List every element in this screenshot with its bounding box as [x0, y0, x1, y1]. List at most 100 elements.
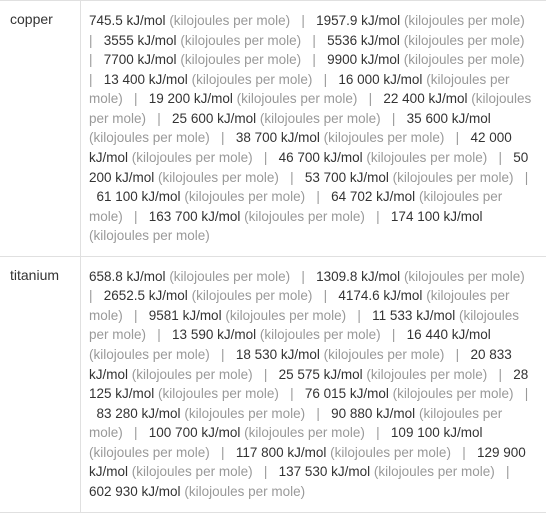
value-unit: (kilojoules per mole) [225, 308, 346, 323]
value-item: 745.5 kJ/mol (kilojoules per mole) [89, 13, 290, 28]
value-item: 13 590 kJ/mol (kilojoules per mole) [172, 327, 381, 342]
value-number: 745.5 kJ/mol [89, 13, 166, 28]
value-number: 76 015 kJ/mol [305, 386, 389, 401]
value-number: 109 100 kJ/mol [391, 425, 483, 440]
separator: | [210, 445, 236, 460]
value-number: 2652.5 kJ/mol [104, 288, 188, 303]
value-item: 19 200 kJ/mol (kilojoules per mole) [149, 91, 358, 106]
value-item: 1957.9 kJ/mol (kilojoules per mole) [316, 13, 525, 28]
value-number: 174 100 kJ/mol [391, 209, 483, 224]
separator: | [444, 130, 470, 145]
table-row: copper745.5 kJ/mol (kilojoules per mole)… [0, 0, 546, 257]
value-unit: (kilojoules per mole) [192, 288, 313, 303]
value-unit: (kilojoules per mole) [180, 52, 301, 67]
value-unit: (kilojoules per mole) [132, 367, 253, 382]
value-number: 13 400 kJ/mol [104, 72, 188, 87]
value-item: 117 800 kJ/mol (kilojoules per mole) [236, 445, 451, 460]
value-item: 2652.5 kJ/mol (kilojoules per mole) [104, 288, 313, 303]
value-unit: (kilojoules per mole) [366, 367, 487, 382]
value-number: 25 600 kJ/mol [172, 111, 256, 126]
value-unit: (kilojoules per mole) [89, 228, 210, 243]
separator: | [305, 406, 331, 421]
value-unit: (kilojoules per mole) [184, 406, 305, 421]
separator: | [301, 52, 327, 67]
separator: | [123, 425, 149, 440]
value-number: 13 590 kJ/mol [172, 327, 256, 342]
value-item: 3555 kJ/mol (kilojoules per mole) [104, 33, 301, 48]
separator: | [495, 464, 517, 479]
value-unit: (kilojoules per mole) [158, 386, 279, 401]
separator: | [146, 111, 172, 126]
value-number: 46 700 kJ/mol [279, 150, 363, 165]
value-item: 9581 kJ/mol (kilojoules per mole) [149, 308, 346, 323]
value-unit: (kilojoules per mole) [404, 269, 525, 284]
value-number: 658.8 kJ/mol [89, 269, 166, 284]
separator: | [305, 189, 331, 204]
value-item: 53 700 kJ/mol (kilojoules per mole) [305, 170, 514, 185]
value-item: 18 530 kJ/mol (kilojoules per mole) [236, 347, 445, 362]
separator: | [444, 347, 470, 362]
value-item: 5536 kJ/mol (kilojoules per mole) [327, 33, 524, 48]
value-unit: (kilojoules per mole) [324, 347, 445, 362]
value-unit: (kilojoules per mole) [89, 347, 210, 362]
value-item: 13 400 kJ/mol (kilojoules per mole) [104, 72, 313, 87]
value-item: 100 700 kJ/mol (kilojoules per mole) [149, 425, 365, 440]
value-unit: (kilojoules per mole) [324, 130, 445, 145]
separator: | [123, 91, 149, 106]
value-number: 5536 kJ/mol [327, 33, 400, 48]
value-unit: (kilojoules per mole) [89, 130, 210, 145]
value-item: 658.8 kJ/mol (kilojoules per mole) [89, 269, 290, 284]
value-number: 137 530 kJ/mol [279, 464, 371, 479]
value-item: 25 575 kJ/mol (kilojoules per mole) [279, 367, 488, 382]
value-number: 19 200 kJ/mol [149, 91, 233, 106]
value-unit: (kilojoules per mole) [260, 327, 381, 342]
separator: | [312, 72, 338, 87]
value-item: 38 700 kJ/mol (kilojoules per mole) [236, 130, 445, 145]
element-label: titanium [0, 257, 80, 512]
separator: | [381, 111, 407, 126]
separator: | [210, 130, 236, 145]
value-unit: (kilojoules per mole) [330, 445, 451, 460]
value-number: 163 700 kJ/mol [149, 209, 241, 224]
value-item: 137 530 kJ/mol (kilojoules per mole) [279, 464, 495, 479]
value-number: 9900 kJ/mol [327, 52, 400, 67]
separator: | [253, 464, 279, 479]
separator: | [451, 445, 477, 460]
value-unit: (kilojoules per mole) [184, 189, 305, 204]
values-cell: 745.5 kJ/mol (kilojoules per mole) | 195… [80, 1, 546, 256]
value-unit: (kilojoules per mole) [180, 33, 301, 48]
value-number: 1309.8 kJ/mol [316, 269, 400, 284]
separator: | [279, 170, 305, 185]
value-number: 18 530 kJ/mol [236, 347, 320, 362]
value-number: 3555 kJ/mol [104, 33, 177, 48]
value-number: 22 400 kJ/mol [383, 91, 467, 106]
value-number: 61 100 kJ/mol [97, 189, 181, 204]
value-unit: (kilojoules per mole) [169, 13, 290, 28]
value-number: 117 800 kJ/mol [236, 445, 327, 460]
table-row: titanium658.8 kJ/mol (kilojoules per mol… [0, 257, 546, 513]
value-item: 61 100 kJ/mol (kilojoules per mole) [97, 189, 306, 204]
value-number: 4174.6 kJ/mol [338, 288, 422, 303]
separator: | [312, 288, 338, 303]
separator: | [487, 367, 513, 382]
value-unit: (kilojoules per mole) [184, 484, 305, 499]
value-number: 53 700 kJ/mol [305, 170, 389, 185]
separator: | [487, 150, 513, 165]
value-unit: (kilojoules per mole) [374, 464, 495, 479]
value-number: 602 930 kJ/mol [89, 484, 181, 499]
value-unit: (kilojoules per mole) [244, 425, 365, 440]
value-unit: (kilojoules per mole) [237, 91, 358, 106]
value-unit: (kilojoules per mole) [158, 170, 279, 185]
separator: | [279, 386, 305, 401]
values-cell: 658.8 kJ/mol (kilojoules per mole) | 130… [80, 257, 546, 512]
value-unit: (kilojoules per mole) [404, 33, 525, 48]
value-item: 83 280 kJ/mol (kilojoules per mole) [97, 406, 306, 421]
value-number: 16 000 kJ/mol [338, 72, 422, 87]
separator: | [290, 269, 316, 284]
value-number: 9581 kJ/mol [149, 308, 222, 323]
separator: | [357, 91, 383, 106]
value-number: 11 533 kJ/mol [372, 308, 455, 323]
value-unit: (kilojoules per mole) [132, 150, 253, 165]
value-unit: (kilojoules per mole) [260, 111, 381, 126]
value-unit: (kilojoules per mole) [366, 150, 487, 165]
